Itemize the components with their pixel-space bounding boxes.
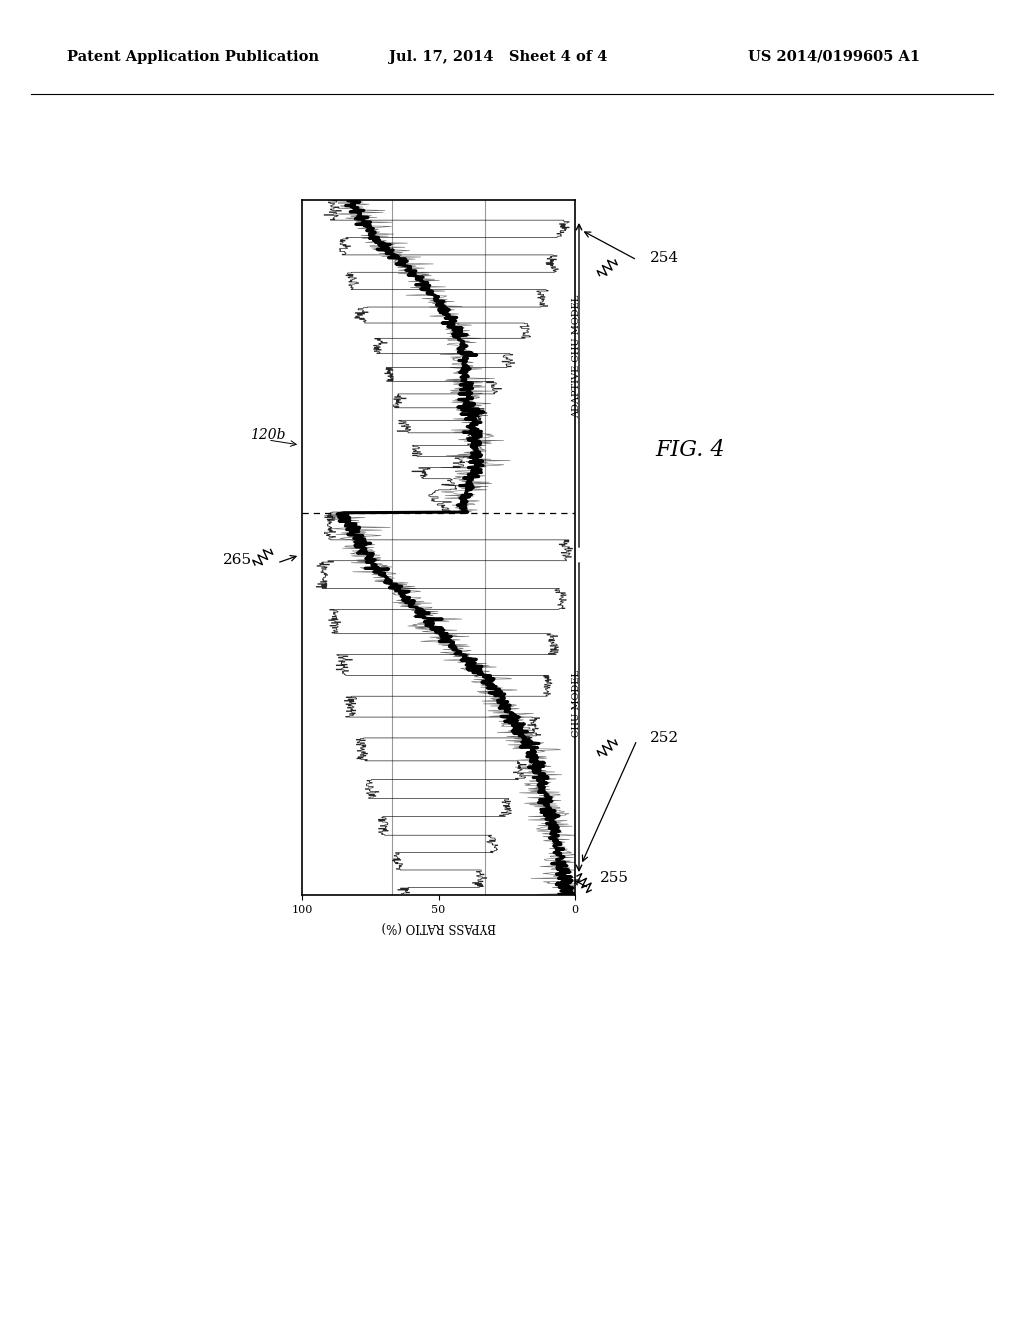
- Text: 120b: 120b: [250, 428, 286, 442]
- Text: Jul. 17, 2014   Sheet 4 of 4: Jul. 17, 2014 Sheet 4 of 4: [389, 50, 607, 63]
- Text: ADAPTIVE CHU MODEL: ADAPTIVE CHU MODEL: [572, 294, 582, 418]
- Text: FIG. 4: FIG. 4: [655, 440, 725, 461]
- Text: CHU MODEL: CHU MODEL: [572, 671, 582, 738]
- Text: 260: 260: [390, 723, 417, 737]
- Text: Patent Application Publication: Patent Application Publication: [67, 50, 318, 63]
- Text: 252: 252: [650, 731, 679, 744]
- Text: 265: 265: [223, 553, 252, 568]
- Text: US 2014/0199605 A1: US 2014/0199605 A1: [748, 50, 920, 63]
- Text: 254: 254: [650, 251, 679, 265]
- Text: 255: 255: [600, 871, 629, 884]
- X-axis label: BYPASS RATIO (%): BYPASS RATIO (%): [381, 920, 496, 933]
- Text: 250: 250: [420, 463, 446, 477]
